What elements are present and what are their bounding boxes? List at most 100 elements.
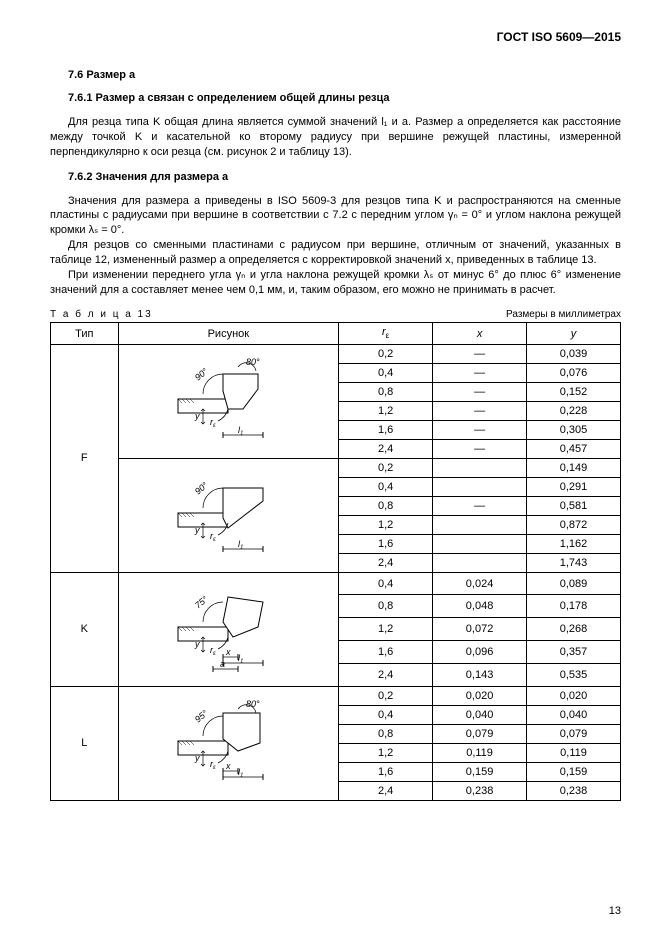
x-cell: — [433, 363, 527, 382]
table-caption: Т а б л и ц а 13 [50, 309, 153, 320]
r-cell: 2,4 [339, 553, 433, 572]
r-cell: 0,4 [339, 477, 433, 496]
table-row: 90° rε y l1 0,20,149 [51, 458, 621, 477]
col-type: Тип [51, 323, 119, 344]
x-cell: — [433, 439, 527, 458]
section-7-6: 7.6 Размер a [50, 69, 621, 81]
x-cell: 0,238 [433, 781, 527, 800]
svg-text:95°: 95° [193, 707, 210, 724]
type-cell: L [51, 686, 119, 800]
figure-cell-l: 95° 80° rε y l1 x [118, 686, 339, 800]
table-row: F 90° 80° rε y l1 0,2—0,039 [51, 344, 621, 363]
y-cell: 0,238 [527, 781, 621, 800]
y-cell: 0,040 [527, 705, 621, 724]
svg-text:y: y [194, 525, 200, 535]
x-cell [433, 553, 527, 572]
section-7-6-1-title: 7.6.1 Размер a связан с определением общ… [50, 92, 621, 104]
y-cell: 0,039 [527, 344, 621, 363]
type-cell: F [51, 344, 119, 572]
y-cell: 0,228 [527, 401, 621, 420]
r-cell: 2,4 [339, 781, 433, 800]
section-7-6-2-title: 7.6.2 Значения для размера a [50, 171, 621, 183]
y-cell: 0,268 [527, 618, 621, 641]
y-cell: 0,305 [527, 420, 621, 439]
svg-text:rε: rε [210, 759, 216, 771]
col-y: y [527, 323, 621, 344]
page-number: 13 [609, 905, 621, 917]
y-cell: 0,357 [527, 641, 621, 664]
r-cell: 1,2 [339, 515, 433, 534]
y-cell: 0,149 [527, 458, 621, 477]
y-cell: 0,020 [527, 686, 621, 705]
figure-cell-f1: 90° 80° rε y l1 [118, 344, 339, 458]
svg-text:90°: 90° [193, 479, 210, 496]
y-cell: 0,152 [527, 382, 621, 401]
table-units: Размеры в миллиметрах [506, 309, 621, 320]
y-cell: 1,743 [527, 553, 621, 572]
x-cell: 0,040 [433, 705, 527, 724]
r-cell: 0,2 [339, 344, 433, 363]
svg-text:x: x [225, 647, 231, 657]
x-cell: — [433, 496, 527, 515]
x-cell: 0,024 [433, 572, 527, 595]
x-cell: 0,096 [433, 641, 527, 664]
svg-text:75°: 75° [193, 593, 210, 610]
x-cell [433, 458, 527, 477]
svg-text:y: y [194, 639, 200, 649]
col-x: x [433, 323, 527, 344]
x-cell: 0,159 [433, 762, 527, 781]
col-r: rε [339, 323, 433, 344]
figure-cell-f2: 90° rε y l1 [118, 458, 339, 572]
r-cell: 1,2 [339, 743, 433, 762]
svg-text:x: x [225, 761, 231, 771]
y-cell: 0,291 [527, 477, 621, 496]
y-cell: 0,581 [527, 496, 621, 515]
r-cell: 1,2 [339, 401, 433, 420]
svg-text:a: a [220, 659, 225, 669]
x-cell: 0,079 [433, 724, 527, 743]
r-cell: 0,8 [339, 382, 433, 401]
r-cell: 0,8 [339, 595, 433, 618]
x-cell: — [433, 382, 527, 401]
r-cell: 1,2 [339, 618, 433, 641]
svg-text:rε: rε [210, 531, 216, 543]
y-cell: 1,162 [527, 534, 621, 553]
x-cell [433, 477, 527, 496]
r-cell: 1,6 [339, 420, 433, 439]
y-cell: 0,872 [527, 515, 621, 534]
y-cell: 0,178 [527, 595, 621, 618]
x-cell: — [433, 401, 527, 420]
x-cell: — [433, 420, 527, 439]
col-fig: Рисунок [118, 323, 339, 344]
doc-header: ГОСТ ISO 5609—2015 [50, 30, 621, 44]
y-cell: 0,076 [527, 363, 621, 382]
r-cell: 1,6 [339, 534, 433, 553]
paragraph-2: Значения для размера a приведены в ISO 5… [50, 194, 621, 239]
y-cell: 0,457 [527, 439, 621, 458]
paragraph-1: Для резца типа K общая длина является су… [50, 115, 621, 160]
r-cell: 2,4 [339, 663, 433, 686]
figure-cell-k: 75° rε y l1 x a [118, 572, 339, 686]
svg-text:y: y [194, 411, 200, 421]
x-cell [433, 534, 527, 553]
paragraph-3: Для резцов со сменными пластинами с ради… [50, 238, 621, 268]
x-cell: 0,020 [433, 686, 527, 705]
x-cell [433, 515, 527, 534]
svg-text:rε: rε [210, 645, 216, 657]
y-cell: 0,119 [527, 743, 621, 762]
r-cell: 0,2 [339, 686, 433, 705]
svg-text:rε: rε [210, 417, 216, 429]
y-cell: 0,535 [527, 663, 621, 686]
svg-text:90°: 90° [193, 365, 210, 382]
r-cell: 0,4 [339, 572, 433, 595]
r-cell: 0,4 [339, 705, 433, 724]
x-cell: 0,048 [433, 595, 527, 618]
r-cell: 0,8 [339, 496, 433, 515]
r-cell: 0,2 [339, 458, 433, 477]
x-cell: — [433, 344, 527, 363]
y-cell: 0,159 [527, 762, 621, 781]
r-cell: 0,8 [339, 724, 433, 743]
x-cell: 0,119 [433, 743, 527, 762]
x-cell: 0,143 [433, 663, 527, 686]
table-row: K 75° rε y l1 x a 0,40,0240,089 [51, 572, 621, 595]
